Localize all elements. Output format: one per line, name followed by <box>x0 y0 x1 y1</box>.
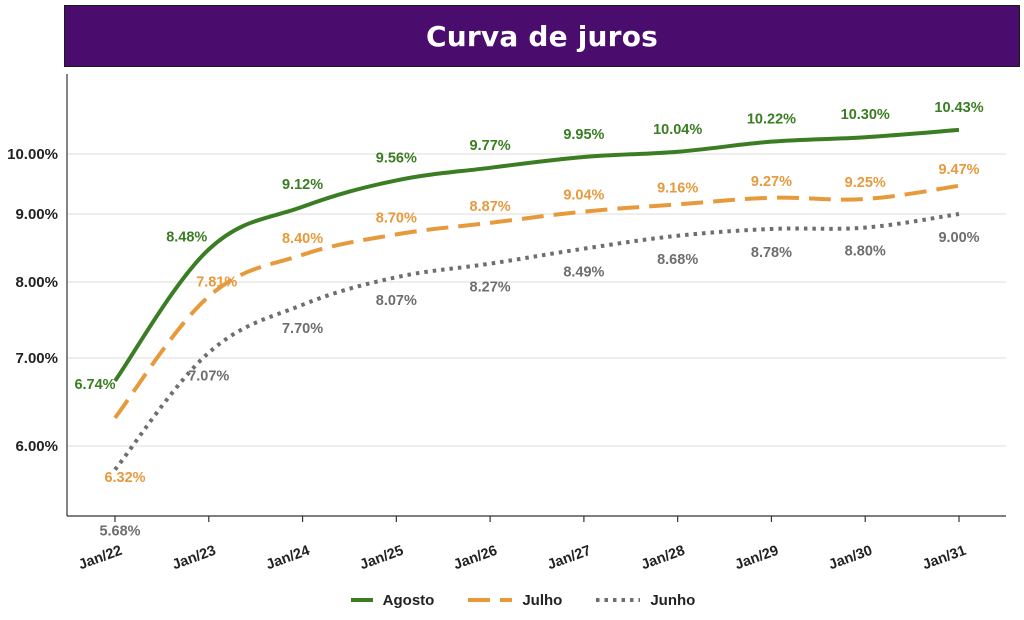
line-chart: 6.00%7.00%8.00%9.00%10.00% Jan/22 Jan/23 J… <box>7 74 1006 573</box>
data-label: 9.77% <box>470 138 511 154</box>
legend-label: Agosto <box>382 591 435 609</box>
data-label: 10.04% <box>653 122 702 138</box>
data-label: 8.78% <box>751 245 792 261</box>
data-label: 9.16% <box>657 180 698 196</box>
legend-item-julho: Julho <box>468 592 562 609</box>
x-tick-label: Jan/25 <box>358 543 406 573</box>
x-tick-label: Jan/29 <box>733 543 781 573</box>
data-label: 9.27% <box>751 174 792 190</box>
data-label: 7.70% <box>282 321 323 337</box>
legend-swatch <box>596 598 641 602</box>
x-tick-label: Jan/26 <box>452 543 500 573</box>
data-label: 9.00% <box>938 230 979 246</box>
data-label: 8.40% <box>282 231 323 247</box>
data-label: 9.56% <box>376 150 417 166</box>
data-label: 10.43% <box>934 100 983 116</box>
y-axis-ticks: 6.00% 7.00% 8.00% 9.00% 10.00% <box>7 146 58 455</box>
data-label: 8.49% <box>563 265 604 281</box>
data-label: 8.80% <box>845 244 886 260</box>
series-line-agosto <box>113 127 960 383</box>
data-label: 9.04% <box>563 188 604 204</box>
data-label: 10.30% <box>841 107 890 123</box>
data-label: 8.87% <box>470 199 511 215</box>
x-tick-label: Jan/27 <box>545 543 593 573</box>
data-label: 9.25% <box>845 175 886 191</box>
y-tick-label: 7.00% <box>15 350 58 367</box>
data-label: 6.32% <box>104 470 145 486</box>
grid-lines <box>67 153 1006 447</box>
y-tick-label: 9.00% <box>15 206 58 223</box>
data-label: 8.27% <box>470 280 511 296</box>
data-labels: 6.74% 8.48% 9.12% 9.56% 9.77% 9.95% 10.04% 10.2… <box>74 100 983 540</box>
title-banner: Curva de juros <box>64 5 1020 67</box>
series-lines <box>113 127 960 471</box>
data-label: 9.95% <box>563 127 604 143</box>
y-tick-label: 10.00% <box>7 146 58 163</box>
data-label: 10.22% <box>747 112 796 128</box>
data-label: 8.07% <box>376 293 417 309</box>
x-tick-label: Jan/23 <box>170 543 218 573</box>
legend-item-junho: Junho <box>596 592 695 609</box>
data-label: 8.68% <box>657 252 698 268</box>
legend-swatch <box>468 598 513 602</box>
x-tick-label: Jan/31 <box>920 543 968 573</box>
axes <box>66 74 1006 517</box>
x-tick-label: Jan/22 <box>76 543 124 573</box>
legend-label: Julho <box>522 591 563 609</box>
legend: Agosto Julho Junho <box>0 588 1024 612</box>
x-tick-label: Jan/28 <box>639 543 687 573</box>
series-line-julho <box>113 183 960 420</box>
x-axis-ticks: Jan/22 Jan/23 Jan/24 Jan/25 Jan/26 Jan/27 Jan/… <box>76 516 968 573</box>
data-label: 7.07% <box>188 369 229 385</box>
data-label: 9.12% <box>282 177 323 193</box>
y-tick-label: 6.00% <box>15 438 58 455</box>
x-tick-label: Jan/24 <box>264 543 312 573</box>
y-tick-label: 8.00% <box>15 274 58 291</box>
legend-label: Junho <box>650 591 696 609</box>
chart-title: Curva de juros <box>425 19 658 53</box>
legend-swatch <box>350 598 373 602</box>
legend-item-agosto: Agosto <box>329 591 435 609</box>
x-tick-label: Jan/30 <box>827 543 875 573</box>
data-label: 5.68% <box>99 524 140 540</box>
data-label: 8.48% <box>166 229 207 245</box>
data-label: 6.74% <box>74 377 115 393</box>
data-label: 9.47% <box>938 162 979 178</box>
data-label: 8.70% <box>376 210 417 226</box>
data-label: 7.81% <box>196 274 237 290</box>
series-line-junho <box>113 212 960 471</box>
